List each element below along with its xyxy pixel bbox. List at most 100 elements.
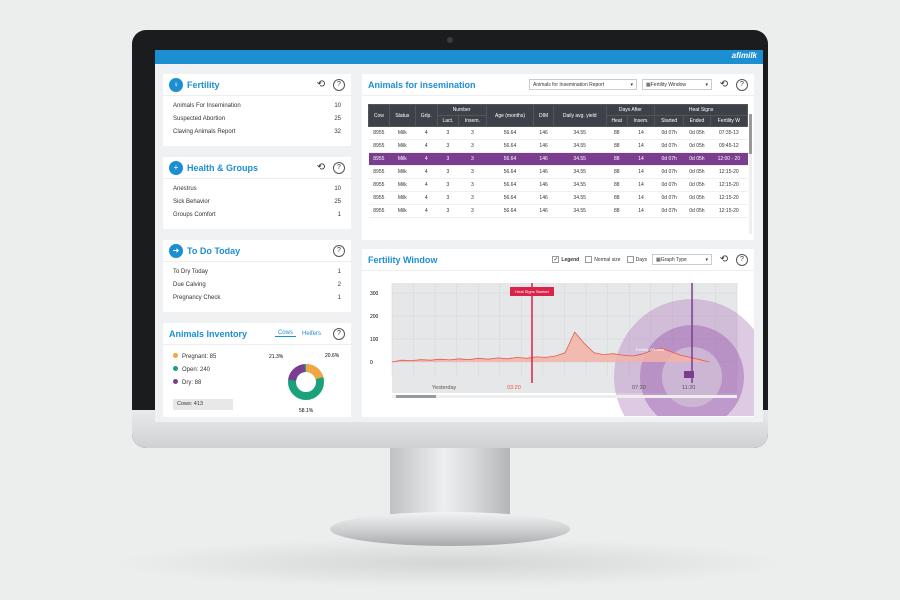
refresh-icon[interactable]: ⟲ <box>316 79 326 90</box>
pct-dry: 21.3% <box>269 354 284 360</box>
table-cell: 4 <box>415 165 438 179</box>
table-cell: 3 <box>437 191 459 205</box>
list-item[interactable]: To Dry Today 1 <box>173 268 341 275</box>
graph-type-select[interactable]: ▦ Graph Type ▾ <box>652 254 712 265</box>
help-icon[interactable]: ? <box>333 244 345 257</box>
table-row[interactable]: 8955 Milk 4 3 3 56.64 146 34.55 88 14 0d 07h 0d 05h… <box>368 178 748 192</box>
chart-icon: ▦ <box>656 256 661 263</box>
x-tick-label: 03:20 <box>507 385 521 391</box>
table-cell: 8955 <box>368 204 390 218</box>
normal-size-checkbox[interactable] <box>585 256 593 263</box>
legend-pregnant: Pregnant: 85 <box>173 351 216 364</box>
col-ended[interactable]: Ended <box>683 115 711 127</box>
table-cell: 4 <box>415 152 438 166</box>
table-cell: Milk <box>389 126 416 140</box>
y-tick-label: 0 <box>370 360 373 366</box>
table-cell: 3 <box>458 165 487 179</box>
help-icon[interactable]: ? <box>736 253 748 266</box>
table-row[interactable]: 8955 Milk 4 3 3 56.64 146 34.55 88 14 0d 07h 0d 05h… <box>368 139 748 153</box>
table-cell: 14 <box>627 204 655 218</box>
table-scrollbar[interactable] <box>749 114 752 234</box>
fertility-card: ♀ Fertility ⟲ ? Animals For Insemination… <box>163 74 351 146</box>
refresh-icon[interactable]: ⟲ <box>719 254 729 265</box>
y-tick-label: 300 <box>370 291 379 297</box>
table-row[interactable]: 8955 Milk 4 3 3 56.64 146 34.55 88 14 0d 07h 0d 05h… <box>368 191 748 205</box>
col-daily[interactable]: Daily avg. yield <box>552 104 607 127</box>
chevron-down-icon: ▾ <box>705 81 708 88</box>
table-cell: 88 <box>606 178 628 192</box>
list-item[interactable]: Due Calving 2 <box>173 281 341 288</box>
fertility-area <box>392 332 710 362</box>
list-item[interactable]: Anestrus 10 <box>173 185 341 192</box>
help-icon[interactable]: ? <box>333 78 345 91</box>
col-age[interactable]: Age (months) <box>485 104 535 127</box>
legend-checkbox[interactable]: ✓ <box>552 256 560 263</box>
health-cross-icon: + <box>169 160 183 175</box>
scrollbar-thumb[interactable] <box>749 114 752 154</box>
floor-shadow <box>110 538 790 588</box>
help-icon[interactable]: ? <box>736 78 748 91</box>
table-cell: 8955 <box>368 191 390 205</box>
col-cow[interactable]: Cow <box>368 104 390 127</box>
total-badge: Cows: 413 <box>173 399 233 410</box>
table-cell: 56.64 <box>486 126 534 140</box>
col-insem2[interactable]: Insem. <box>626 115 656 127</box>
table-cell: 3 <box>437 152 459 166</box>
table-cell: 3 <box>458 178 487 192</box>
table-row[interactable]: 8955 Milk 4 3 3 56.64 146 34.55 88 14 0d 07h 0d 05h… <box>368 126 748 140</box>
health-header: + Health & Groups ⟲ ? <box>163 157 351 179</box>
table-cell: 0d 07h <box>654 204 684 218</box>
pct-pregnant: 20.6% <box>325 353 340 359</box>
table-cell: 0d 07h <box>654 152 684 166</box>
health-title: Health & Groups <box>187 162 259 173</box>
list-item[interactable]: Groups Comfort 1 <box>173 211 341 218</box>
table-cell: 3 <box>458 204 487 218</box>
table-cell: 0d 07h <box>654 165 684 179</box>
col-group[interactable]: Grlp. <box>414 104 438 127</box>
list-item[interactable]: Sick Behavior 25 <box>173 198 341 205</box>
monitor-stand <box>390 446 510 518</box>
table-cell: 146 <box>533 191 554 205</box>
help-icon[interactable]: ? <box>333 327 345 340</box>
pregnant-dot <box>173 353 178 358</box>
pct-open: 58.1% <box>299 408 314 414</box>
donut-pregnant <box>288 364 324 400</box>
x-tick-label: Yesterday <box>432 385 457 391</box>
col-fertility-window[interactable]: Fertility W <box>709 115 749 127</box>
col-insem[interactable]: Insem. <box>458 115 487 127</box>
table-cell: 88 <box>606 139 628 153</box>
help-icon[interactable]: ? <box>333 161 345 174</box>
heat-signs-flag <box>510 287 554 296</box>
table-cell: Milk <box>389 152 416 166</box>
x-tick-label: 07:20 <box>632 385 646 391</box>
inventory-title: Animals Inventory <box>169 328 248 339</box>
list-item[interactable]: Pregnancy Check 1 <box>173 294 341 301</box>
col-dim[interactable]: DIM <box>533 104 554 127</box>
list-item[interactable]: Suspected Abortion 25 <box>173 115 341 122</box>
table-row[interactable]: 8955 Milk 4 3 3 56.64 146 34.55 88 14 0d 07h 0d 05h… <box>368 152 748 166</box>
col-heat[interactable]: Heat <box>605 115 628 127</box>
days-checkbox[interactable] <box>626 256 634 263</box>
inventory-header: Animals Inventory Cows Heifers ? <box>163 323 351 345</box>
table-cell: 14 <box>627 178 655 192</box>
window-select[interactable]: ▦ Fertility Window ▾ <box>642 79 712 90</box>
chevron-down-icon: ▾ <box>630 81 633 88</box>
col-lact[interactable]: Lact. <box>436 115 460 127</box>
list-item[interactable]: Claving Animals Report 32 <box>173 128 341 135</box>
refresh-icon[interactable]: ⟲ <box>719 79 729 90</box>
col-started[interactable]: Started <box>654 115 685 127</box>
table-row[interactable]: 8955 Milk 4 3 3 56.64 146 34.55 88 14 0d 07h 0d 05h… <box>368 165 748 179</box>
table-cell: 3 <box>437 126 459 140</box>
todo-title: To Do Today <box>187 245 241 256</box>
report-select[interactable]: Animals for Insemination Report ▾ <box>529 79 637 90</box>
table-row[interactable]: 8955 Milk 4 3 3 56.64 146 34.55 88 14 0d 07h 0d 05h… <box>368 204 748 218</box>
table-cell: 56.64 <box>486 204 534 218</box>
tab-cows[interactable]: Cows <box>274 330 296 337</box>
tab-heifers[interactable]: Heifers <box>301 330 321 337</box>
refresh-icon[interactable]: ⟲ <box>316 162 326 173</box>
insemination-table-body: 8955 Milk 4 3 3 56.64 146 34.55 88 14 0d 07h 0d 05h… <box>368 126 748 218</box>
table-cell: 14 <box>627 139 655 153</box>
table-cell: 12:15-20 <box>710 165 748 179</box>
col-status[interactable]: Status <box>388 104 416 127</box>
list-item[interactable]: Animals For Insemination 10 <box>173 102 341 109</box>
